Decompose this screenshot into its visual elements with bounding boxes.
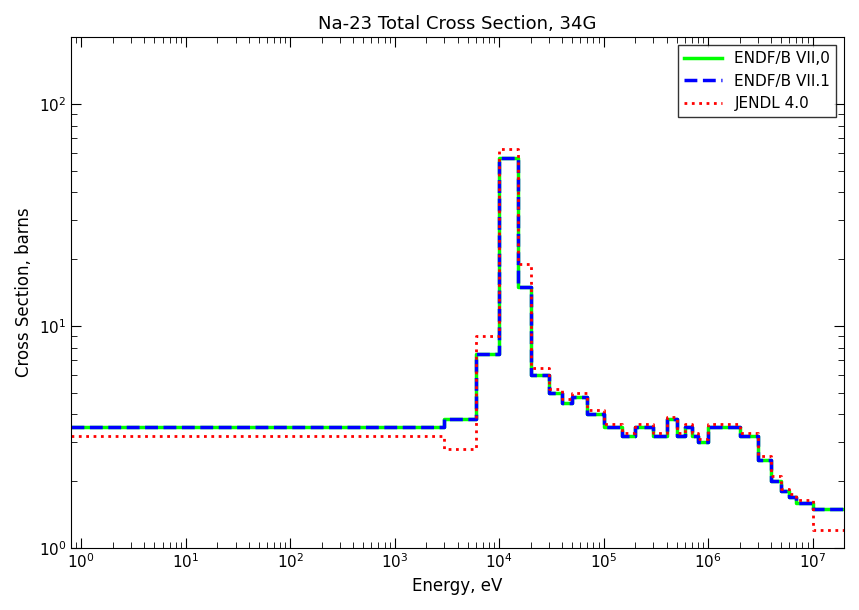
Y-axis label: Cross Section, barns: Cross Section, barns [15,208,33,378]
ENDF/B VII,0 [784,493,795,500]
Line: ENDF/B VII.1: ENDF/B VII.1 [71,158,844,509]
JENDL 4.0 [839,526,850,534]
JENDL 4.0 [807,526,818,534]
ENDF/B VII.1 [784,487,795,495]
X-axis label: Energy, eV: Energy, eV [412,577,503,595]
ENDF/B VII.1 [839,505,850,512]
ENDF/B VII.1 [734,432,745,439]
ENDF/B VII.1 [784,493,795,500]
JENDL 4.0 [784,490,795,498]
ENDF/B VII,0 [686,432,697,439]
ENDF/B VII,0 [66,423,76,431]
ENDF/B VII.1 [494,154,504,162]
ENDF/B VII.1 [776,487,786,495]
Line: JENDL 4.0: JENDL 4.0 [71,149,844,530]
ENDF/B VII.1 [66,423,76,431]
JENDL 4.0 [66,432,76,439]
JENDL 4.0 [494,145,504,152]
JENDL 4.0 [784,485,795,492]
Title: Na-23 Total Cross Section, 34G: Na-23 Total Cross Section, 34G [319,15,597,33]
Line: ENDF/B VII,0: ENDF/B VII,0 [71,158,844,509]
ENDF/B VII.1 [686,432,697,439]
ENDF/B VII,0 [703,439,713,446]
JENDL 4.0 [734,429,745,437]
ENDF/B VII,0 [839,505,850,512]
ENDF/B VII,0 [734,432,745,439]
ENDF/B VII,0 [807,505,818,512]
ENDF/B VII.1 [807,505,818,512]
JENDL 4.0 [776,485,786,492]
JENDL 4.0 [686,429,697,437]
ENDF/B VII,0 [784,487,795,495]
ENDF/B VII,0 [494,154,504,162]
JENDL 4.0 [703,435,713,442]
ENDF/B VII,0 [776,487,786,495]
Legend: ENDF/B VII,0, ENDF/B VII.1, JENDL 4.0: ENDF/B VII,0, ENDF/B VII.1, JENDL 4.0 [678,45,837,118]
ENDF/B VII.1 [703,439,713,446]
